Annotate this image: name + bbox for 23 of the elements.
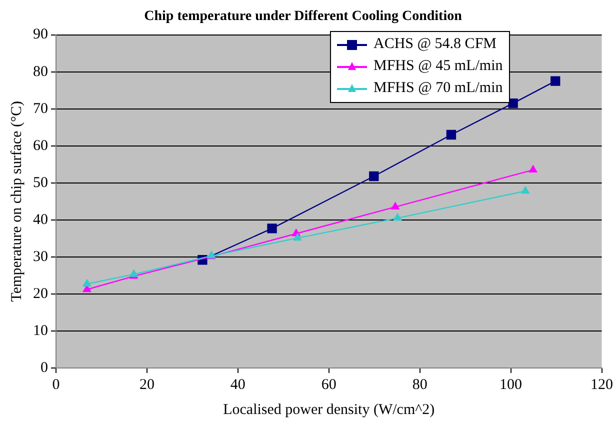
x-tick-label: 100 (500, 376, 522, 393)
y-axis-title: Temperature on chip surface (°C) (8, 101, 25, 302)
legend-label: MFHS @ 70 mL/min (373, 80, 503, 98)
y-tick-label: 40 (33, 212, 48, 228)
x-tick-label: 0 (52, 376, 60, 393)
chart-title: Chip temperature under Different Cooling Condition (144, 9, 462, 24)
x-tick-label: 80 (412, 376, 428, 393)
y-tick-label: 90 (33, 26, 48, 43)
y-tick-label: 20 (33, 286, 48, 302)
y-tick-label: 30 (33, 248, 48, 265)
legend-label: MFHS @ 45 mL/min (373, 58, 503, 76)
legend-label: ACHS @ 54.8 CFM (373, 36, 496, 54)
y-tick-label: 80 (33, 64, 48, 80)
y-tick-label: 10 (33, 322, 48, 339)
y-tick-label: 50 (33, 174, 48, 191)
y-tick-label: 60 (33, 138, 48, 154)
x-tick-label: 120 (590, 376, 613, 393)
y-tick-label: 0 (40, 360, 48, 376)
x-tick-label: 20 (139, 376, 154, 393)
y-tick-label: 70 (33, 100, 48, 117)
x-tick-label: 60 (321, 376, 336, 393)
x-tick-label: 40 (230, 376, 246, 393)
x-axis-title: Localised power density (W/cm^2) (223, 402, 435, 418)
